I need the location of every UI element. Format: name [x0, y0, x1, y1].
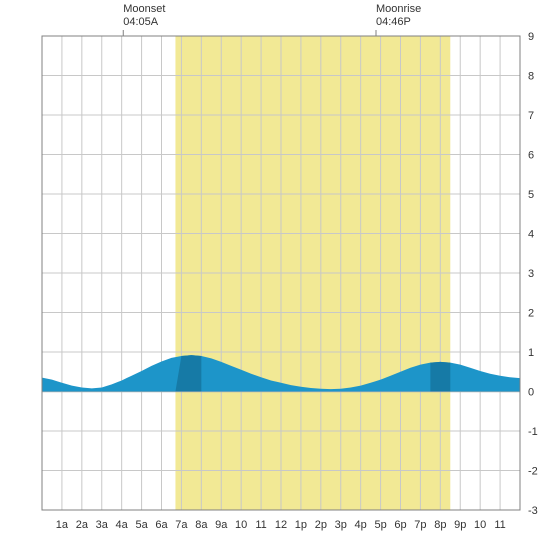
y-axis-label: -3 [528, 505, 538, 517]
x-axis-label: 11 [255, 519, 266, 531]
x-axis-label: 2a [76, 519, 89, 531]
x-axis-label: 3a [96, 519, 109, 531]
x-axis-label: 4a [116, 519, 129, 531]
y-axis-label: 6 [528, 150, 534, 162]
y-axis-label: -1 [528, 426, 538, 438]
x-axis-label: 1p [295, 519, 307, 531]
y-axis-label: 0 [528, 387, 534, 399]
x-axis-label: 8p [434, 519, 446, 531]
y-axis-label: 5 [528, 189, 534, 201]
y-axis-label: 9 [528, 31, 534, 43]
y-axis-label: 1 [528, 347, 534, 359]
moonset-time: 04:05A [123, 16, 159, 28]
x-axis-label: 9a [215, 519, 228, 531]
x-axis-label: 8a [195, 519, 208, 531]
moonrise-label: Moonrise [376, 3, 421, 15]
y-axis-label: 7 [528, 110, 534, 122]
y-axis-label: 2 [528, 308, 534, 320]
x-axis-label: 4p [355, 519, 367, 531]
x-axis-label: 2p [315, 519, 327, 531]
x-axis-label: 7p [414, 519, 426, 531]
x-axis-label: 7a [175, 519, 188, 531]
x-axis-label: 3p [335, 519, 347, 531]
tide-chart: -3-2-101234567891a2a3a4a5a6a7a8a9a101112… [0, 0, 550, 550]
x-axis-label: 9p [454, 519, 466, 531]
x-axis-label: 6a [155, 519, 168, 531]
moonrise-time: 04:46P [376, 16, 411, 28]
y-axis-label: 8 [528, 71, 534, 83]
x-axis-label: 5a [135, 519, 148, 531]
x-axis-label: 6p [394, 519, 406, 531]
y-axis-label: -2 [528, 466, 538, 478]
x-axis-label: 1a [56, 519, 69, 531]
x-axis-label: 11 [494, 519, 505, 531]
x-axis-label: 10 [235, 519, 247, 531]
y-axis-label: 3 [528, 268, 534, 280]
x-axis-label: 12 [275, 519, 287, 531]
x-axis-label: 10 [474, 519, 486, 531]
y-axis-label: 4 [528, 229, 534, 241]
chart-svg: -3-2-101234567891a2a3a4a5a6a7a8a9a101112… [0, 0, 550, 550]
moonset-label: Moonset [123, 3, 165, 15]
x-axis-label: 5p [374, 519, 386, 531]
